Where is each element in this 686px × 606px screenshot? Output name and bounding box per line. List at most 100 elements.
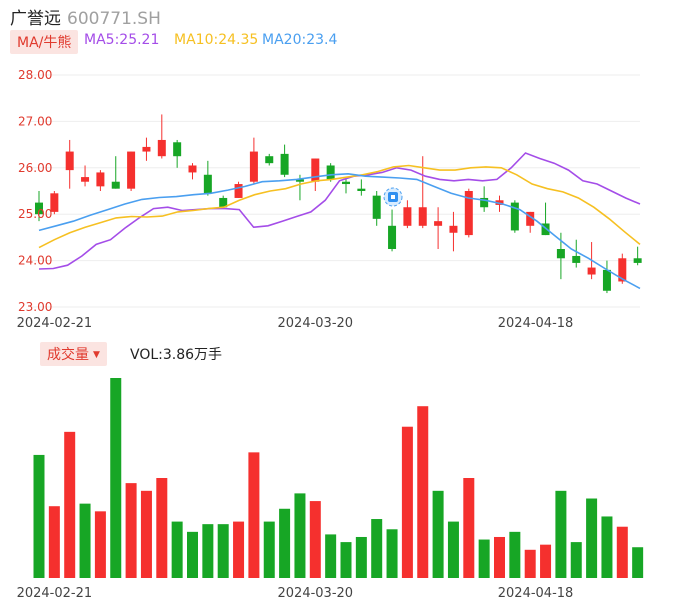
ma10-line (38, 164, 641, 249)
volume-x-tick-label: 2024-03-20 (278, 586, 354, 601)
stock-code: 600771.SH (67, 9, 161, 29)
volume-bar (417, 406, 429, 578)
volume-bar (125, 483, 137, 578)
candle (127, 151, 136, 191)
candle-body (127, 151, 136, 189)
volume-bar (325, 534, 337, 578)
candle (249, 137, 258, 185)
candle (326, 163, 335, 182)
candle (219, 195, 228, 208)
volume-bar (555, 490, 567, 578)
candle (173, 139, 182, 168)
candle (510, 200, 519, 233)
volume-bar (570, 542, 582, 578)
candle (480, 186, 489, 212)
candle-body (403, 207, 412, 226)
candle (403, 200, 412, 229)
candle-body (96, 172, 105, 187)
volume-bar (447, 521, 459, 578)
candle (526, 211, 535, 233)
volume-bar (33, 454, 45, 578)
candle-body (81, 177, 90, 182)
dropdown-arrow-icon: ▼ (93, 350, 100, 360)
volume-bar (616, 526, 628, 578)
candle-body (602, 269, 611, 291)
volume-tab-label: 成交量 (47, 347, 89, 363)
volume-bar (171, 521, 183, 578)
ma5-line (38, 152, 641, 270)
candle-body (35, 202, 43, 215)
volume-bar (601, 516, 613, 578)
volume-bars (33, 378, 644, 578)
y-tick-label: 23.00 (18, 300, 52, 314)
candle-body (234, 184, 243, 198)
volume-bar (202, 524, 214, 578)
candle (111, 156, 120, 189)
candle (602, 260, 611, 294)
candle-body (203, 174, 212, 194)
volume-bar (340, 542, 352, 578)
indicator-tab-label: MA/牛熊 (17, 35, 72, 51)
volume-bar (79, 503, 91, 578)
volume-bar (217, 524, 229, 578)
candle-body (526, 211, 535, 226)
volume-bar (187, 531, 198, 578)
candle (342, 177, 350, 194)
volume-tab[interactable]: 成交量 ▼ (40, 342, 107, 366)
candle (434, 207, 443, 249)
candle (372, 191, 381, 226)
candle-body (464, 191, 473, 236)
volume-bar (586, 498, 598, 578)
candle-body (342, 181, 350, 185)
price-chart: 28.00 27.00 26.00 25.00 24.00 23.00 2024-02-21… (17, 68, 642, 331)
ma-lines (38, 152, 641, 290)
volume-bar (309, 501, 321, 578)
y-tick-label: 27.00 (18, 114, 52, 128)
volume-x-tick-label: 2024-02-21 (17, 586, 93, 601)
candle-body (633, 258, 642, 263)
volume-bar (48, 506, 60, 578)
volume-bar (509, 531, 521, 578)
highlight-marker-icon (383, 187, 403, 207)
volume-axis: 2024-02-21 2024-03-20 2024-04-18 (17, 586, 574, 601)
volume-bar (64, 431, 76, 578)
candle (142, 137, 151, 161)
volume-bar (401, 426, 413, 578)
candle-body (157, 139, 166, 157)
candle-body (311, 158, 320, 182)
candle-body (265, 156, 274, 164)
volume-bar (140, 490, 152, 578)
candle (157, 114, 166, 159)
ma20-line (38, 172, 641, 290)
volume-bar (463, 478, 475, 578)
candle (234, 181, 243, 198)
price-axis: 28.00 27.00 26.00 25.00 24.00 23.00 2024-02-21… (17, 68, 574, 331)
ma10-legend: MA10:24.35 (174, 32, 259, 48)
volume-x-tick-label: 2024-04-18 (498, 586, 574, 601)
x-tick-label: 2024-02-21 (17, 316, 93, 331)
stock-title: 广誉远 600771.SH (10, 4, 161, 29)
volume-bar (248, 452, 260, 578)
volume-bar (386, 529, 398, 578)
candle-body (50, 193, 59, 212)
candle (541, 202, 550, 236)
candle (65, 139, 74, 189)
candle-body (219, 197, 228, 208)
candle-body (372, 195, 381, 219)
ma5-legend: MA5:25.21 (84, 32, 160, 48)
candle (572, 239, 581, 268)
candle-body (388, 225, 397, 249)
volume-bar (355, 536, 367, 578)
volume-bar (632, 547, 644, 578)
candle (188, 163, 197, 180)
indicator-tab-ma[interactable]: MA/牛熊 (10, 30, 79, 54)
candle-body (249, 151, 258, 182)
volume-bar (294, 493, 306, 578)
candle-body (65, 151, 74, 171)
candle (388, 209, 397, 252)
candle-body (449, 225, 458, 233)
y-tick-label: 25.00 (18, 207, 52, 221)
volume-bar (110, 378, 122, 578)
candle-body (280, 153, 289, 175)
